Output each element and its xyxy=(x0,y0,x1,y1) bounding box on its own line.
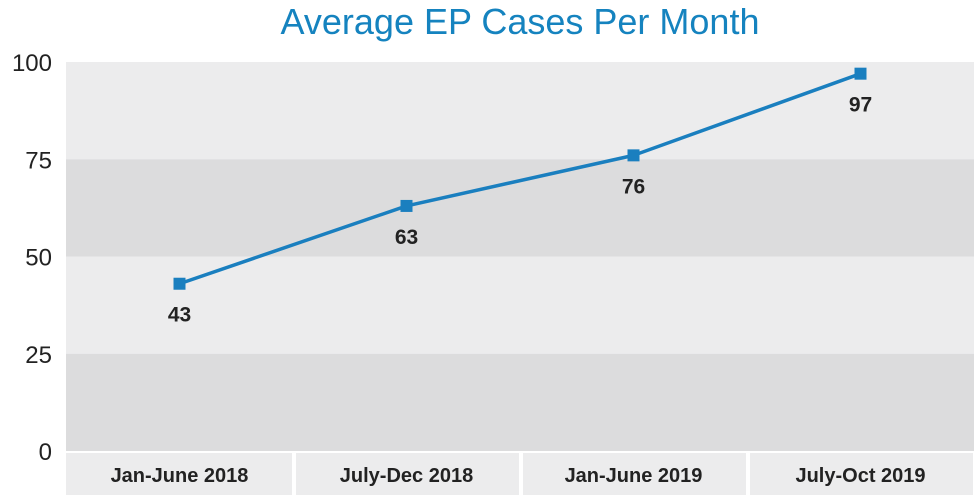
data-label: 43 xyxy=(168,304,191,327)
series-line xyxy=(178,72,862,286)
plot-band xyxy=(66,159,974,257)
y-tick-label: 0 xyxy=(39,439,52,466)
data-label: 63 xyxy=(395,226,418,249)
data-point-marker xyxy=(400,199,413,212)
x-category-cell xyxy=(523,453,746,495)
series-group: 43 63 76 97 xyxy=(168,67,872,327)
x-tick-label: Jan-June 2019 xyxy=(565,465,703,487)
data-point-marker xyxy=(854,67,867,80)
y-tick-label: 25 xyxy=(25,342,52,369)
x-tick-label: Jan-June 2018 xyxy=(111,465,249,487)
x-tick-label: July-Dec 2018 xyxy=(340,465,473,487)
x-axis-ticks: Jan-June 2018 July-Dec 2018 Jan-June 2019 J… xyxy=(66,453,973,495)
y-tick-label: 75 xyxy=(25,147,52,174)
plot-band xyxy=(66,353,974,451)
y-tick-label: 50 xyxy=(25,245,52,272)
x-category-cell xyxy=(296,453,519,495)
y-tick-label: 100 xyxy=(12,50,52,77)
y-axis-ticks: 0 25 50 75 100 xyxy=(12,50,52,466)
chart-title: Average EP Cases Per Month xyxy=(281,1,760,42)
data-point-marker xyxy=(627,149,640,162)
data-label: 97 xyxy=(849,94,872,117)
data-point-marker xyxy=(173,277,186,290)
data-label: 76 xyxy=(622,175,645,198)
plot-band xyxy=(66,256,974,354)
plot-band xyxy=(66,62,974,160)
plot-background-bands xyxy=(66,62,974,451)
x-category-cell xyxy=(750,453,973,495)
x-tick-label: July-Oct 2019 xyxy=(795,465,925,487)
x-category-cell xyxy=(66,453,292,495)
